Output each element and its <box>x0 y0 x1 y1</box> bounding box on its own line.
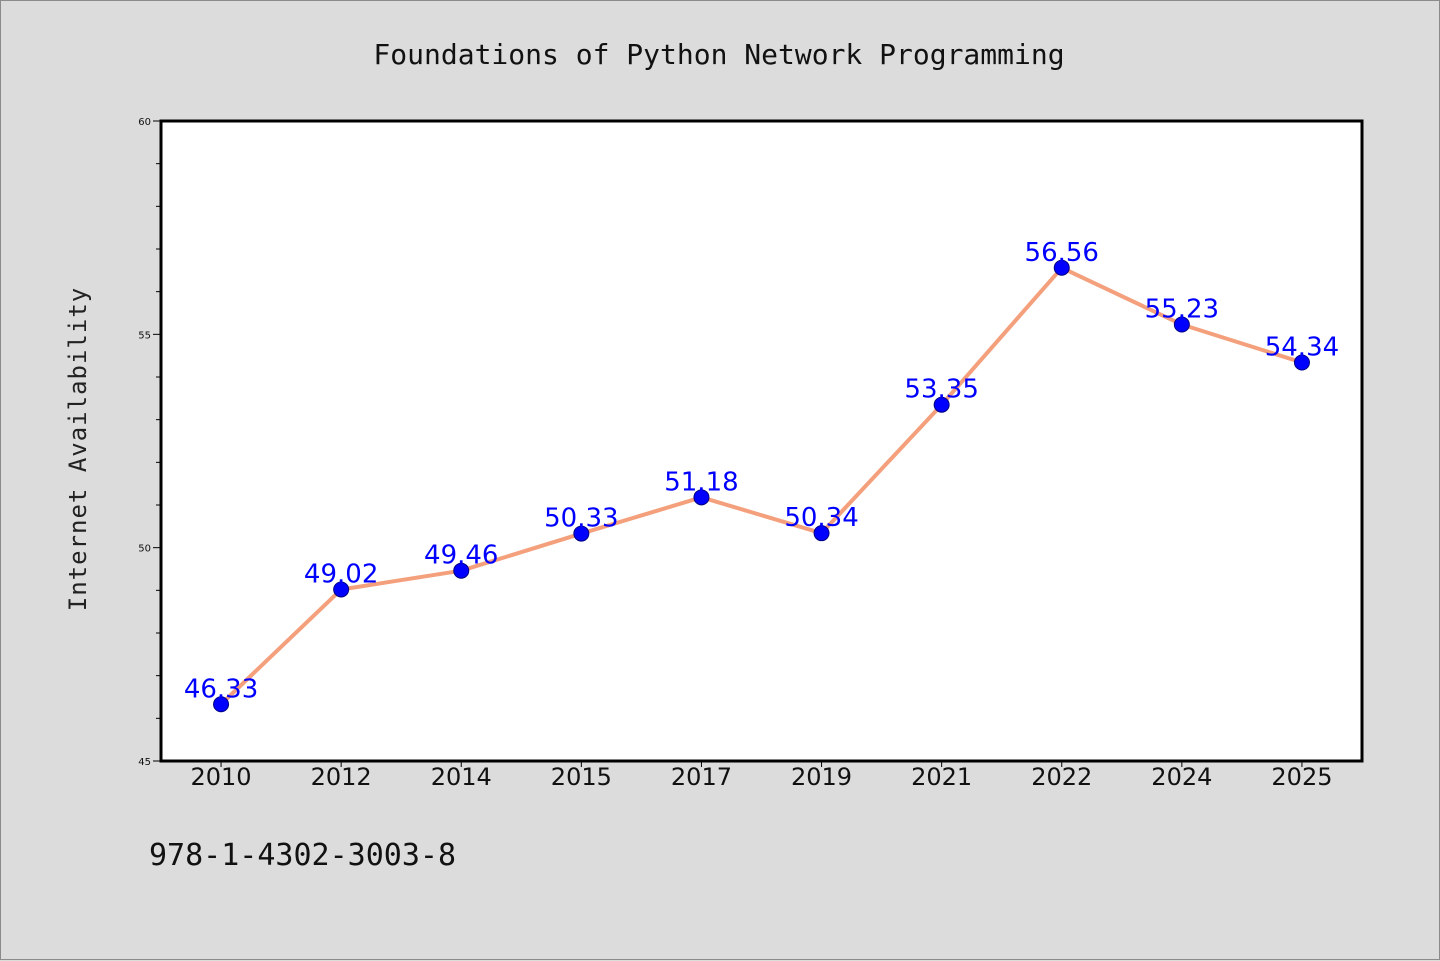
x-tick-label: 2012 <box>311 763 372 791</box>
data-point <box>1173 316 1190 333</box>
x-tick-label: 2022 <box>1031 763 1092 791</box>
data-point <box>453 562 470 579</box>
data-label: 50.33 <box>544 504 618 534</box>
x-tick-label: 2024 <box>1151 763 1212 791</box>
data-label: 46.33 <box>184 674 258 704</box>
data-point <box>573 525 590 542</box>
x-tick-label: 2015 <box>551 763 612 791</box>
y-tick-label: 60 <box>138 117 151 128</box>
x-tick-label: 2025 <box>1271 763 1332 791</box>
data-point <box>1293 354 1310 371</box>
data-point <box>333 581 350 598</box>
x-tick-label: 2021 <box>911 763 972 791</box>
data-label: 55.23 <box>1145 295 1219 325</box>
x-axis: 2010 2012 2014 2015 2017 2019 2021 2022 2024 2025 <box>191 761 1332 791</box>
data-point <box>213 696 230 713</box>
plot-area <box>161 121 1362 761</box>
data-label: 50.34 <box>784 503 858 533</box>
y-tick-label: 50 <box>138 544 151 555</box>
data-label: 53.35 <box>904 375 978 405</box>
data-point <box>813 525 830 542</box>
y-tick-label: 55 <box>138 330 151 341</box>
x-tick-label: 2017 <box>671 763 732 791</box>
x-tick-label: 2019 <box>791 763 852 791</box>
x-tick-label: 2014 <box>431 763 492 791</box>
data-labels: 46.33 49.02 49.46 50.33 51.18 50.34 53.35 56.56… <box>184 238 1339 704</box>
x-tick-label: 2010 <box>191 763 252 791</box>
data-markers <box>213 259 1310 713</box>
data-label: 54.34 <box>1265 332 1339 362</box>
data-label: 51.18 <box>664 467 738 497</box>
isbn-footer: 978-1-4302-3003-8 <box>149 838 456 873</box>
data-label: 49.02 <box>304 559 378 589</box>
data-point <box>1053 259 1070 276</box>
y-tick-label: 45 <box>138 757 151 768</box>
series-line <box>219 265 1304 707</box>
data-point <box>933 396 950 413</box>
chart-title: Foundations of Python Network Programmin… <box>373 38 1064 71</box>
series-line-group <box>219 265 1304 707</box>
data-point <box>693 489 710 506</box>
data-label: 56.56 <box>1025 238 1099 268</box>
y-axis: 45 50 55 60 <box>138 117 161 768</box>
data-label: 49.46 <box>424 541 498 571</box>
y-axis-label: Internet Availability <box>64 287 92 611</box>
plot-frame <box>159 119 1364 763</box>
